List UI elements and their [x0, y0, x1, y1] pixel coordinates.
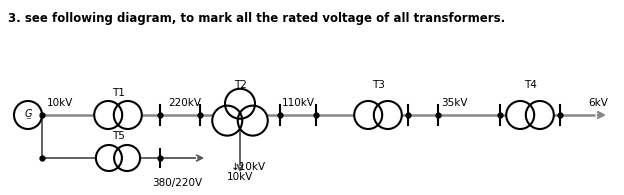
Circle shape	[114, 101, 142, 129]
Circle shape	[526, 101, 553, 129]
Circle shape	[114, 145, 140, 171]
Circle shape	[96, 145, 122, 171]
Text: 220kV: 220kV	[168, 98, 202, 108]
Text: 110kV: 110kV	[281, 98, 314, 108]
Circle shape	[14, 101, 42, 129]
Circle shape	[212, 106, 242, 136]
Text: T1: T1	[112, 88, 124, 98]
Text: T2: T2	[233, 80, 246, 90]
Circle shape	[374, 101, 402, 129]
Circle shape	[94, 101, 122, 129]
Circle shape	[238, 106, 268, 136]
Text: 10kV: 10kV	[47, 98, 73, 108]
Text: T4: T4	[524, 80, 537, 90]
Circle shape	[506, 101, 534, 129]
Text: 35kV: 35kV	[441, 98, 467, 108]
Text: 6kV: 6kV	[588, 98, 608, 108]
Text: ↓10kV: ↓10kV	[230, 162, 266, 172]
Circle shape	[354, 101, 382, 129]
Text: G: G	[24, 109, 32, 119]
Text: 3. see following diagram, to mark all the rated voltage of all transformers.: 3. see following diagram, to mark all th…	[8, 12, 505, 25]
Circle shape	[225, 89, 255, 119]
Text: T3: T3	[371, 80, 384, 90]
Text: T5: T5	[112, 131, 124, 141]
Text: 380/220V: 380/220V	[152, 178, 202, 188]
Text: 10kV: 10kV	[227, 172, 253, 182]
Text: ~: ~	[25, 116, 31, 122]
